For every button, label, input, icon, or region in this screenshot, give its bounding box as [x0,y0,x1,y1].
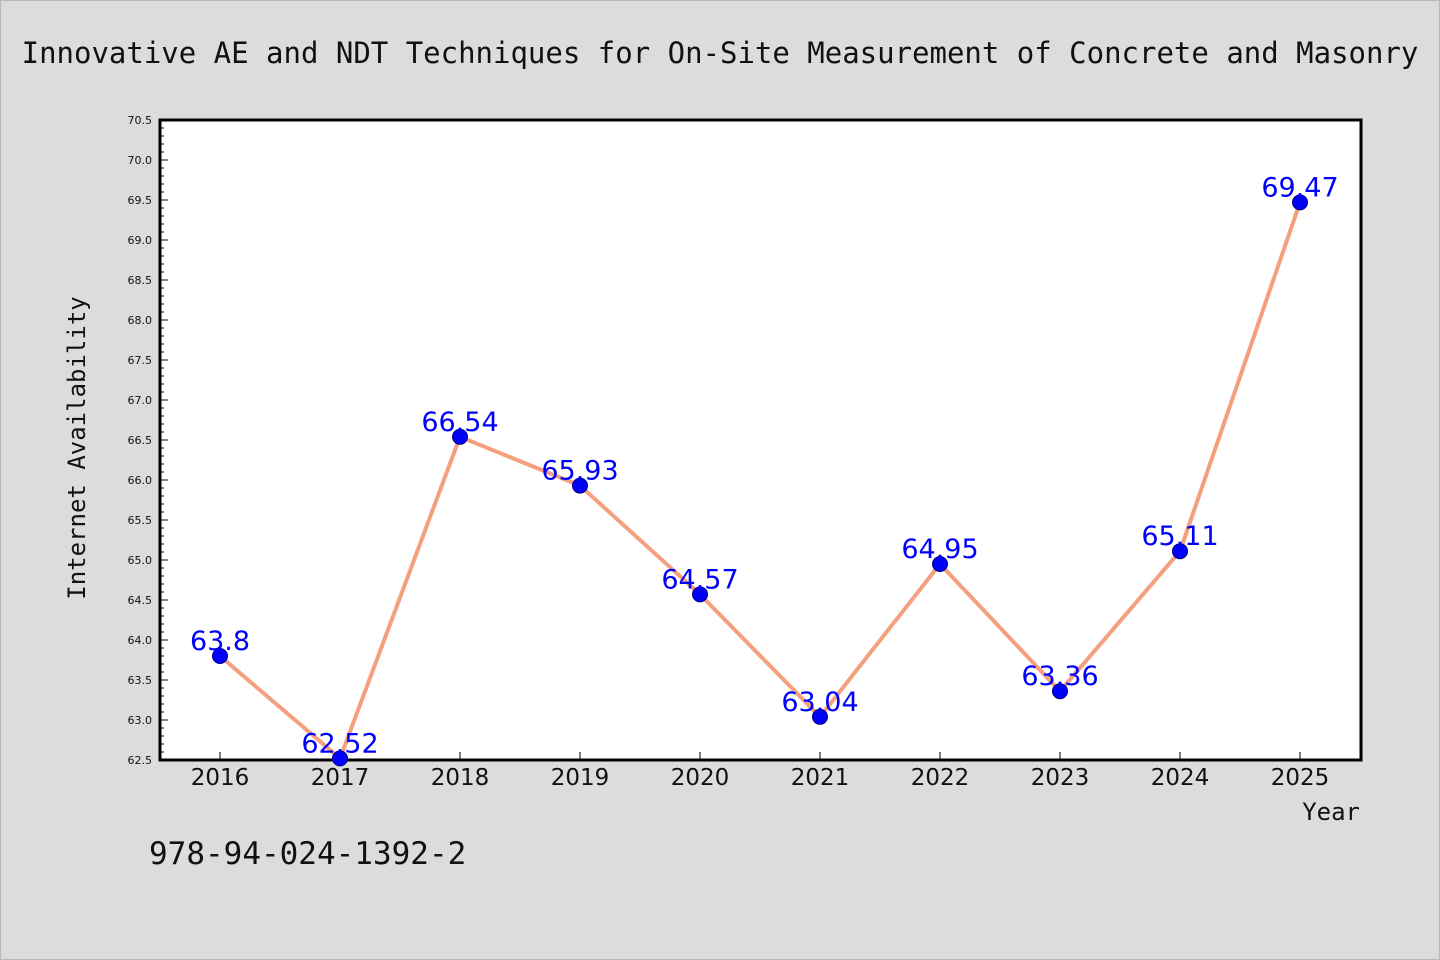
data-point [212,648,228,664]
data-label: 63.8 [190,626,250,657]
x-tick-label: 2021 [791,765,850,791]
data-label: 64.95 [901,534,978,565]
series-line [218,200,1302,761]
x-axis: 2016 2017 2018 2019 2020 2021 2022 2023 2024 2025 [191,752,1330,791]
y-tick-label: 64.5 [128,594,153,607]
data-label: 63.04 [781,687,858,718]
y-axis: 62.5 63.0 63.5 64.0 64.5 65.0 65.5 66.0 66.5 67.0… [128,114,168,767]
y-tick-label: 70.0 [128,154,153,167]
x-tick-label: 2024 [1151,765,1210,791]
x-tick-label: 2023 [1031,765,1090,791]
data-point [332,750,348,767]
data-label: 69.47 [1261,172,1338,203]
data-point [572,477,588,494]
y-tick-label: 66.0 [128,474,153,487]
y-tick-label: 67.5 [128,354,153,367]
plot-area [158,118,1363,762]
data-point [452,428,468,445]
y-tick-label: 65.0 [128,554,153,567]
y-tick-label: 68.0 [128,314,153,327]
y-tick-label: 64.0 [128,634,153,647]
data-label: 64.57 [661,564,738,595]
y-tick-label: 68.5 [128,274,153,287]
y-tick-label: 65.5 [128,514,153,527]
y-tick-label: 70.5 [128,114,153,127]
x-tick-label: 2020 [671,765,730,791]
data-point [812,708,828,725]
y-tick-label: 69.0 [128,234,153,247]
x-tick-label: 2016 [191,765,250,791]
x-tick-label: 2019 [551,765,610,791]
data-point [1292,194,1308,211]
y-tick-label: 66.5 [128,434,153,447]
data-label: 66.54 [421,407,498,438]
data-label: 62.52 [301,728,378,759]
isbn-text: 978-94-024-1392-2 [149,836,466,872]
x-tick-label: 2018 [431,765,490,791]
data-label: 63.36 [1021,661,1098,692]
data-point [1172,543,1188,560]
x-tick-label: 2022 [911,765,970,791]
data-label: 65.93 [541,456,618,487]
x-tick-label: 2017 [311,765,370,791]
y-axis-title: Internet Availability [63,296,91,599]
x-axis-title: Year [1302,798,1360,826]
y-tick-label: 69.5 [128,194,153,207]
data-point [1052,683,1068,700]
y-tick-label: 67.0 [128,394,153,407]
series-layer: 63.8 62.52 66.54 65.93 64.57 63.04 64.95 63.36 6… [190,172,1339,767]
data-point [932,556,948,572]
y-tick-label: 63.5 [128,674,153,687]
y-tick-label: 62.5 [128,754,153,767]
y-tick-label: 63.0 [128,714,153,727]
data-point [692,586,708,603]
data-label: 65.11 [1141,521,1218,552]
chart-title: Innovative AE and NDT Techniques for On-… [22,36,1419,70]
x-tick-label: 2025 [1271,765,1330,791]
